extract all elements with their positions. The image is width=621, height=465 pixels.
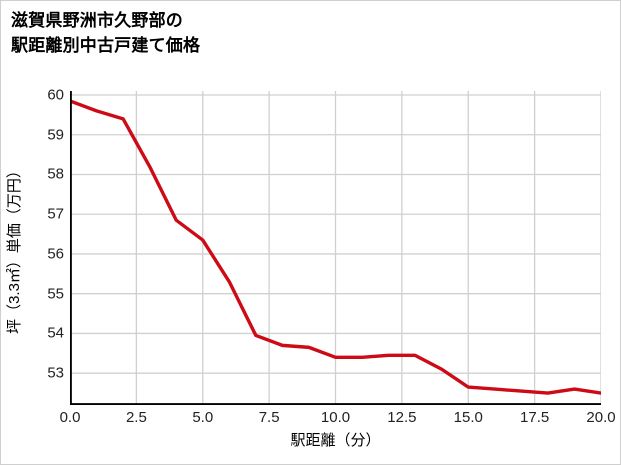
x-tick-label: 12.5 (387, 409, 417, 426)
y-axis-tick-labels: 53 54 55 56 57 58 59 60 (30, 86, 64, 405)
x-tick-label: 10.0 (320, 409, 351, 426)
data-series-line (70, 99, 601, 395)
page-title: 滋賀県野洲市久野部の 駅距離別中古戸建て価格 (11, 11, 201, 55)
x-tick-label: 17.5 (520, 409, 550, 426)
y-tick-label: 57 (47, 205, 64, 223)
y-tick-label: 59 (47, 126, 64, 144)
y-axis-title: 坪（3.3㎡）単価（万円） (1, 91, 25, 405)
y-tick-label: 56 (47, 245, 64, 263)
y-tick-label: 54 (47, 324, 64, 342)
x-tick-label: 7.5 (258, 409, 280, 426)
x-tick-label: 5.0 (192, 409, 214, 426)
y-tick-label: 60 (47, 86, 64, 104)
line-chart-svg (70, 91, 601, 405)
y-tick-label: 55 (47, 285, 64, 303)
x-axis-title: 駅距離（分） (290, 432, 381, 449)
x-tick-label: 0.0 (59, 409, 81, 426)
plot-area (70, 91, 601, 405)
x-tick-label: 15.0 (453, 409, 483, 426)
vertical-gridlines (135, 91, 601, 405)
x-tick-label: 20.0 (586, 409, 616, 426)
y-axis-title-text: 坪（3.3㎡）単価（万円） (5, 162, 23, 334)
x-tick-label: 2.5 (125, 409, 147, 426)
y-tick-label: 53 (47, 364, 64, 382)
x-axis-tick-labels: 0.0 2.5 5.0 7.5 10.0 12.5 15.0 17.5 20.0 (60, 409, 616, 431)
y-tick-label: 58 (47, 165, 64, 183)
